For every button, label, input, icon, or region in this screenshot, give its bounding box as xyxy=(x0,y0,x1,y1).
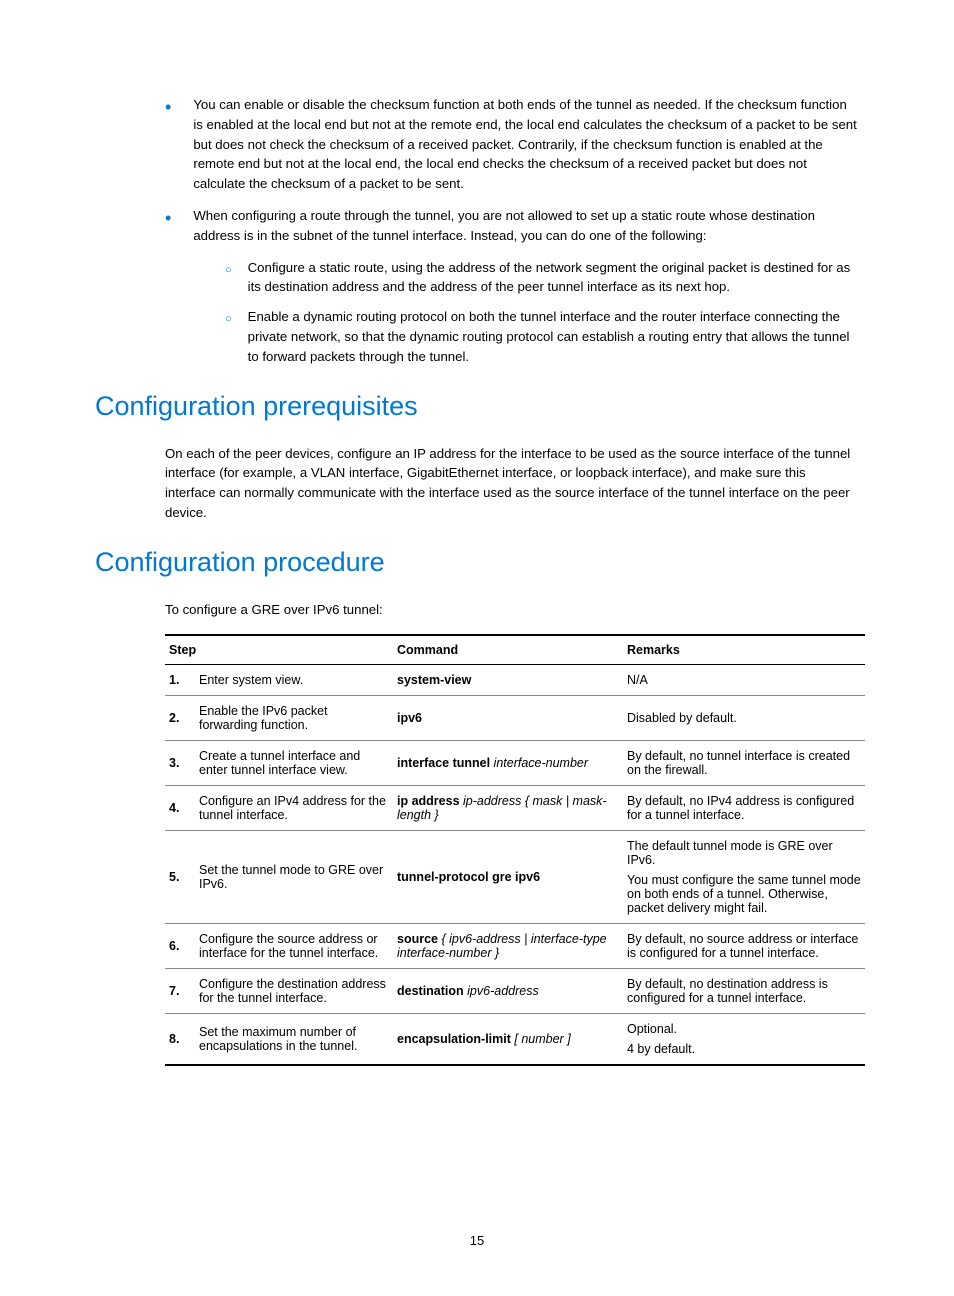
sub-item: ○ Enable a dynamic routing protocol on b… xyxy=(225,307,859,366)
step-number: 7. xyxy=(165,968,195,1013)
table-row: 6.Configure the source address or interf… xyxy=(165,923,865,968)
top-bullet-list: • You can enable or disable the checksum… xyxy=(165,95,859,246)
step-title: Configure the source address or interfac… xyxy=(195,923,393,968)
step-number: 1. xyxy=(165,664,195,695)
step-title: Set the tunnel mode to GRE over IPv6. xyxy=(195,830,393,923)
sub-text: Configure a static route, using the addr… xyxy=(248,258,859,298)
step-command: destination ipv6-address xyxy=(393,968,623,1013)
step-title: Configure an IPv4 address for the tunnel… xyxy=(195,785,393,830)
table-row: 3.Create a tunnel interface and enter tu… xyxy=(165,740,865,785)
step-remarks: The default tunnel mode is GRE over IPv6… xyxy=(623,830,865,923)
step-title: Enter system view. xyxy=(195,664,393,695)
table-row: 5.Set the tunnel mode to GRE over IPv6.t… xyxy=(165,830,865,923)
step-command: tunnel-protocol gre ipv6 xyxy=(393,830,623,923)
step-command: source { ipv6-address | interface-type i… xyxy=(393,923,623,968)
step-title: Create a tunnel interface and enter tunn… xyxy=(195,740,393,785)
step-remarks: Optional.4 by default. xyxy=(623,1013,865,1065)
circle-bullet-icon: ○ xyxy=(225,262,232,298)
procedure-table: Step Command Remarks 1.Enter system view… xyxy=(165,634,865,1066)
sub-text: Enable a dynamic routing protocol on bot… xyxy=(248,307,859,366)
step-remarks: By default, no tunnel interface is creat… xyxy=(623,740,865,785)
step-command: system-view xyxy=(393,664,623,695)
table-row: 4.Configure an IPv4 address for the tunn… xyxy=(165,785,865,830)
step-command: ipv6 xyxy=(393,695,623,740)
step-number: 2. xyxy=(165,695,195,740)
table-row: 7.Configure the destination address for … xyxy=(165,968,865,1013)
bullet-item: • You can enable or disable the checksum… xyxy=(165,95,859,194)
step-remarks: N/A xyxy=(623,664,865,695)
page-number: 15 xyxy=(0,1233,954,1248)
bullet-text: When configuring a route through the tun… xyxy=(193,206,859,246)
step-title: Enable the IPv6 packet forwarding functi… xyxy=(195,695,393,740)
step-title: Set the maximum number of encapsulations… xyxy=(195,1013,393,1065)
th-command: Command xyxy=(393,635,623,665)
table-row: 2.Enable the IPv6 packet forwarding func… xyxy=(165,695,865,740)
step-remarks: By default, no destination address is co… xyxy=(623,968,865,1013)
th-remarks: Remarks xyxy=(623,635,865,665)
step-number: 5. xyxy=(165,830,195,923)
step-command: ip address ip-address { mask | mask-leng… xyxy=(393,785,623,830)
table-row: 8.Set the maximum number of encapsulatio… xyxy=(165,1013,865,1065)
step-remarks: By default, no source address or interfa… xyxy=(623,923,865,968)
step-command: encapsulation-limit [ number ] xyxy=(393,1013,623,1065)
sub-bullet-list: ○ Configure a static route, using the ad… xyxy=(225,258,859,367)
th-step: Step xyxy=(165,635,393,665)
step-command: interface tunnel interface-number xyxy=(393,740,623,785)
procedure-intro: To configure a GRE over IPv6 tunnel: xyxy=(165,600,859,620)
bullet-item: • When configuring a route through the t… xyxy=(165,206,859,246)
bullet-dot-icon: • xyxy=(165,209,171,246)
sub-item: ○ Configure a static route, using the ad… xyxy=(225,258,859,298)
step-remarks: Disabled by default. xyxy=(623,695,865,740)
step-remarks: By default, no IPv4 address is configure… xyxy=(623,785,865,830)
circle-bullet-icon: ○ xyxy=(225,311,232,366)
bullet-text: You can enable or disable the checksum f… xyxy=(193,95,859,194)
heading-prerequisites: Configuration prerequisites xyxy=(95,391,859,422)
table-row: 1.Enter system view.system-viewN/A xyxy=(165,664,865,695)
step-number: 6. xyxy=(165,923,195,968)
step-number: 4. xyxy=(165,785,195,830)
heading-procedure: Configuration procedure xyxy=(95,547,859,578)
step-title: Configure the destination address for th… xyxy=(195,968,393,1013)
step-number: 3. xyxy=(165,740,195,785)
prerequisites-paragraph: On each of the peer devices, configure a… xyxy=(165,444,859,523)
bullet-dot-icon: • xyxy=(165,98,171,194)
step-number: 8. xyxy=(165,1013,195,1065)
